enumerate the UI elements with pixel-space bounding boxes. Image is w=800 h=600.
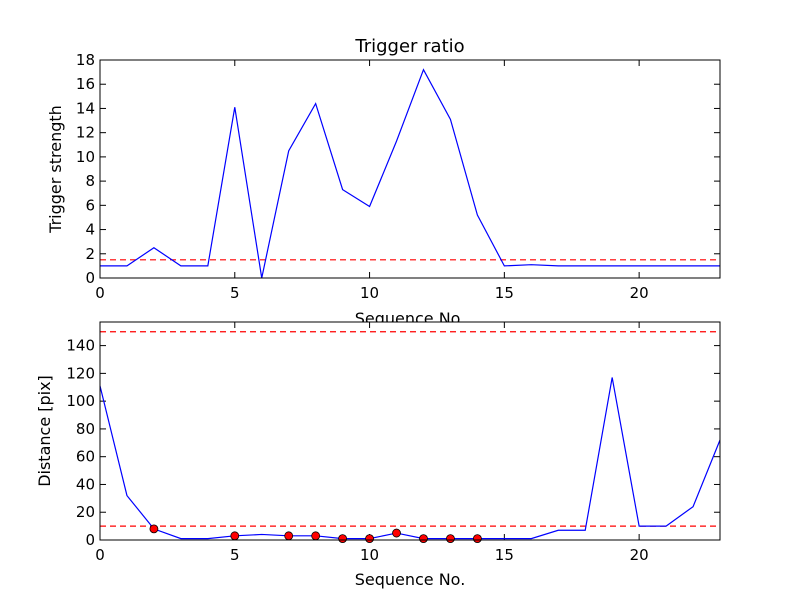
plot-area	[100, 322, 720, 540]
data-point	[311, 531, 321, 541]
x-tick-label: 10	[360, 284, 379, 302]
y-tick-label: 120	[66, 364, 95, 382]
data-point	[446, 534, 455, 544]
y-tick-label: 6	[85, 196, 95, 214]
series-line	[99, 377, 721, 540]
x-tick-label: 5	[230, 546, 240, 564]
data-point	[284, 531, 294, 541]
y-tick-label: 2	[85, 245, 95, 263]
x-tick-label: 20	[630, 546, 649, 564]
plot-area	[100, 60, 720, 278]
y-tick-label: 8	[85, 172, 95, 190]
y-tick-label: 100	[66, 392, 95, 410]
series-group	[99, 331, 721, 544]
y-tick-label: 4	[85, 221, 95, 239]
x-axis-label: Sequence No.	[355, 570, 466, 589]
y-tick-label: 16	[76, 75, 95, 93]
series-group	[100, 68, 720, 279]
data-point	[230, 531, 240, 541]
x-tick-label: 5	[230, 284, 240, 302]
y-tick-label: 12	[76, 124, 95, 142]
data-point	[392, 528, 401, 538]
x-tick-label: 10	[360, 546, 379, 564]
y-tick-label: 140	[66, 337, 95, 355]
data-point	[419, 534, 428, 544]
plot-frame	[99, 59, 721, 279]
x-tick-label: 15	[495, 546, 514, 564]
data-point	[365, 534, 374, 544]
y-tick-label: 80	[76, 420, 95, 438]
data-point	[338, 534, 348, 544]
y-tick-label: 60	[76, 448, 95, 466]
y-tick-label: 0	[85, 531, 95, 549]
tick-group: 0 5 10 15 20 0 2 4 6 8 10 12 14 16 18	[76, 51, 720, 302]
x-tick-label: 20	[630, 284, 649, 302]
y-tick-label: 10	[76, 148, 95, 166]
series-line	[100, 68, 720, 279]
x-tick-label: 0	[95, 284, 105, 302]
tick-group: 0 5 10 15 20 0 20 40 60 80 100 120 140	[66, 322, 720, 564]
y-tick-label: 20	[76, 503, 95, 521]
y-tick-label: 18	[76, 51, 95, 69]
x-tick-label: 0	[95, 546, 105, 564]
x-tick-label: 15	[495, 284, 514, 302]
plot-frame	[99, 321, 721, 541]
data-point	[472, 534, 482, 544]
y-axis-label: Distance [pix]	[35, 375, 54, 487]
y-tick-label: 40	[76, 475, 95, 493]
chart-title: Trigger ratio	[354, 36, 464, 57]
y-axis-label: Trigger strength	[46, 105, 65, 234]
y-tick-label: 0	[85, 269, 95, 287]
y-tick-label: 14	[76, 99, 95, 117]
data-point	[149, 524, 159, 534]
